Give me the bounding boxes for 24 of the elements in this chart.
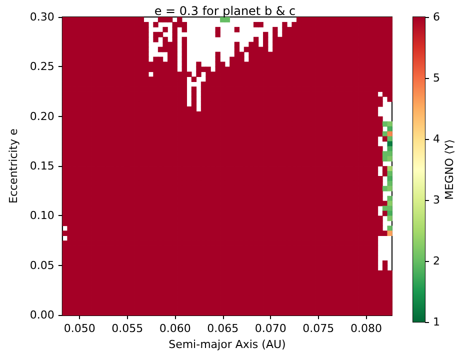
x-tick-label: 0.055 [112, 322, 144, 336]
x-tick-label: 0.080 [350, 322, 382, 336]
y-tick-label: 0.25 [30, 60, 54, 74]
chart-title: e = 0.3 for planet b & c [154, 4, 296, 18]
y-axis-title: Eccentricity e [7, 128, 20, 204]
x-tick-label: 0.070 [254, 322, 286, 336]
y-tick-label: 0.20 [30, 110, 54, 123]
color-bar-label: 1 [433, 316, 440, 328]
x-tick-label: 0.050 [64, 322, 96, 336]
x-tick-label: 0.060 [159, 322, 191, 336]
y-tick-label: 0.15 [30, 160, 54, 173]
x-axis-title: Semi-major Axis (AU) [168, 338, 286, 351]
y-tick-label: 0.30 [30, 10, 54, 24]
y-tick-label: 0.00 [30, 308, 54, 322]
color-bar-label: 2 [433, 254, 440, 268]
color-bar-title: MEGNO ⟨Y⟩ [442, 139, 456, 200]
y-tick-label: 0.10 [30, 209, 54, 222]
color-bar-label: 4 [433, 132, 440, 146]
color-bar-label: 5 [433, 72, 440, 84]
x-tick-label: 0.075 [302, 322, 334, 336]
y-tick-label: 0.05 [30, 258, 54, 272]
color-bar-label: 6 [433, 10, 440, 24]
color-bar-label: 3 [433, 194, 440, 206]
x-tick-label: 0.065 [207, 322, 239, 336]
